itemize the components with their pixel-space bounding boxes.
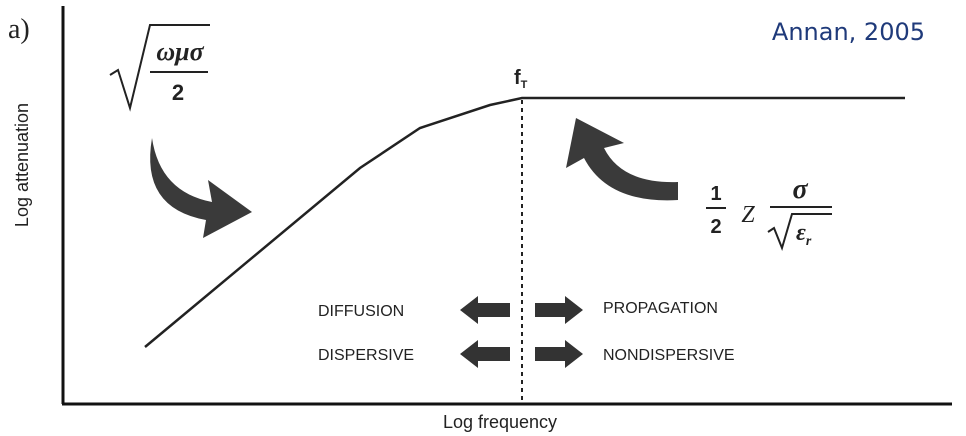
y-axis-label: Log attenuation bbox=[12, 103, 32, 227]
left-arrow bbox=[460, 296, 510, 324]
panel-label: a) bbox=[8, 14, 30, 45]
right-arrow bbox=[535, 340, 583, 368]
attenuation-curve bbox=[144, 96, 905, 348]
citation: Annan, 2005 bbox=[772, 18, 925, 46]
curved-arrow bbox=[150, 138, 252, 238]
formula-right-coef-num: 1 bbox=[710, 183, 721, 205]
transition-subscript: T bbox=[521, 79, 528, 91]
transition-symbol: f bbox=[514, 67, 521, 89]
formula-right-factor: Z bbox=[741, 202, 755, 228]
epsilon: ε bbox=[796, 220, 806, 246]
regime-right: PROPAGATION bbox=[603, 300, 718, 317]
regime-left: DIFFUSION bbox=[318, 303, 404, 320]
sqrt-sign bbox=[767, 213, 832, 252]
transition-label: fT bbox=[514, 67, 528, 91]
x-axis-label: Log frequency bbox=[443, 412, 557, 432]
formula-right-coef-den: 2 bbox=[710, 216, 721, 238]
formula-left-numerator: ωμσ bbox=[156, 37, 204, 66]
epsilon-subscript: r bbox=[806, 234, 812, 249]
formula-right-numerator: σ bbox=[792, 174, 808, 205]
regime-right: NONDISPERSIVE bbox=[603, 347, 735, 364]
regime-arrows bbox=[460, 296, 583, 368]
regime-left: DISPERSIVE bbox=[318, 347, 414, 364]
sqrt-sign bbox=[109, 24, 210, 112]
left-arrow bbox=[460, 340, 510, 368]
right-arrow bbox=[535, 296, 583, 324]
formula-left-denominator: 2 bbox=[172, 80, 184, 105]
curved-arrow bbox=[566, 118, 678, 201]
formula-right-denominator: εr bbox=[796, 220, 812, 249]
